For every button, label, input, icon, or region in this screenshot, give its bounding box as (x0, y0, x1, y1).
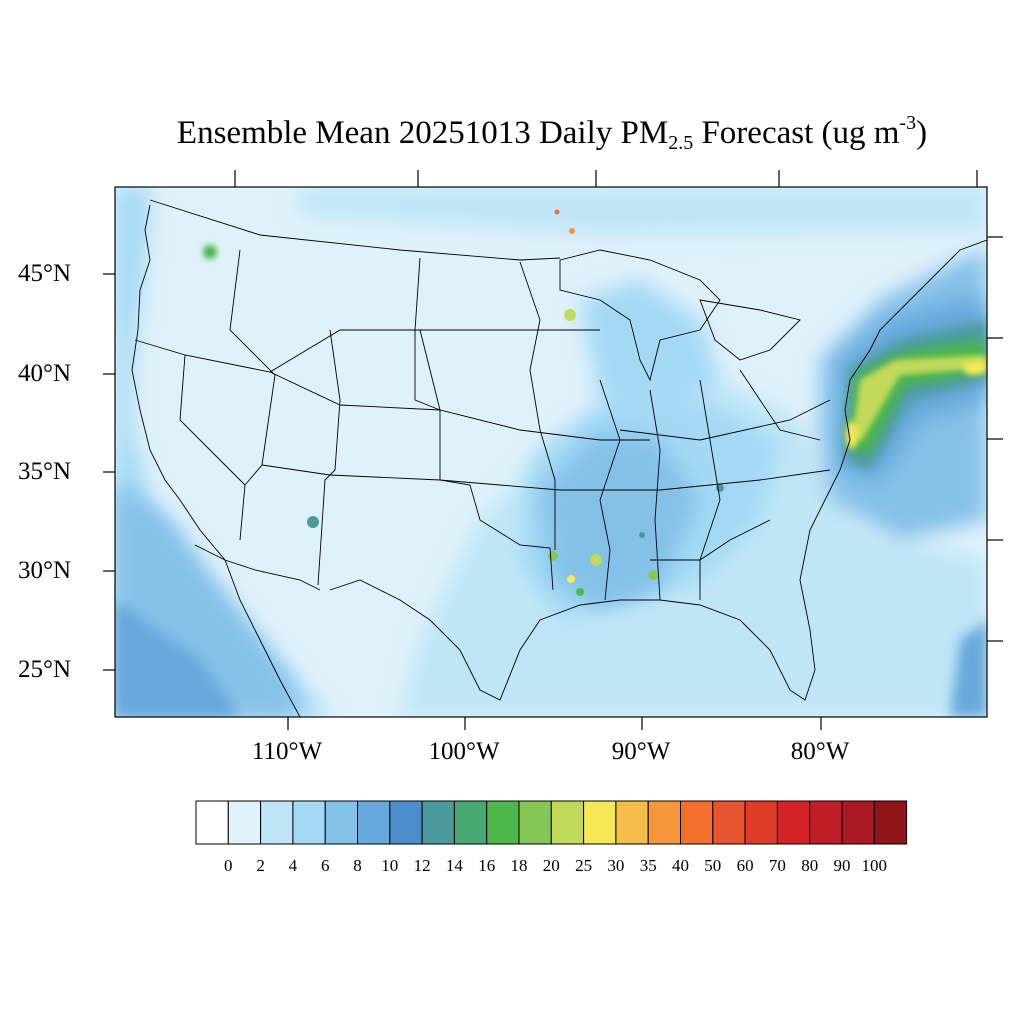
lon-label-100w: 100°W (428, 738, 500, 765)
colorbar-swatch (195, 800, 229, 845)
colorbar-swatch (518, 800, 552, 845)
colorbar-swatch (873, 800, 908, 845)
colorbar-level-label: 12 (413, 856, 431, 875)
colorbar-swatch (550, 800, 585, 845)
colorbar-swatch (744, 800, 778, 845)
map-frame (114, 186, 988, 718)
lat-label-35: 35°N (18, 458, 72, 485)
colorbar-swatch (841, 800, 875, 845)
colorbar-swatch (389, 800, 423, 845)
colorbar-level-label: 90 (833, 856, 851, 875)
lat-label-40: 40°N (18, 360, 72, 387)
colorbar-level-label: 8 (353, 856, 362, 875)
colorbar-level-label: 6 (320, 856, 330, 875)
colorbar-level-label: 20 (542, 856, 560, 875)
colorbar-swatch (809, 800, 843, 845)
axis-ticks (103, 170, 1003, 730)
colorbar-swatch (680, 800, 714, 845)
colorbar-level-label: 70 (768, 856, 786, 875)
lat-label-30: 30°N (18, 557, 72, 584)
colorbar-level-label: 100 (861, 856, 888, 875)
colorbar-swatch (453, 800, 488, 845)
lat-label-45: 45°N (18, 260, 72, 287)
colorbar-swatch (776, 800, 811, 845)
colorbar-swatch (421, 800, 455, 845)
colorbar-level-label: 2 (256, 856, 265, 875)
colorbar-swatch (647, 800, 682, 845)
colorbar-swatch (357, 800, 391, 845)
lat-label-25: 25°N (18, 656, 72, 683)
lon-label-90w: 90°W (611, 738, 671, 765)
lon-label-80w: 80°W (790, 738, 850, 765)
colorbar-level-label: 14 (445, 856, 463, 875)
colorbar-level-label: 16 (478, 856, 496, 875)
colorbar-swatch (260, 800, 294, 845)
colorbar-level-label: 35 (639, 856, 657, 875)
colorbar-swatch (615, 800, 649, 845)
colorbar-swatch (486, 800, 520, 845)
concentration-field (115, 187, 987, 717)
colorbar-swatch (583, 800, 617, 845)
coastlines (131, 199, 987, 717)
colorbar-level-label: 30 (607, 856, 625, 875)
colorbar-level-label: 18 (510, 856, 528, 875)
colorbar-level-label: 4 (288, 856, 298, 875)
colorbar-swatch (324, 800, 359, 845)
colorbar-level-label: 40 (672, 856, 689, 875)
colorbar-level-label: 50 (704, 856, 722, 875)
colorbar-swatch (712, 800, 746, 845)
colorbar-swatch (227, 800, 262, 845)
colorbar (195, 800, 908, 845)
colorbar-swatch (292, 800, 326, 845)
map-title: Ensemble Mean 20251013 Daily PM2.5 Forec… (176, 112, 928, 154)
colorbar-level-label: 80 (801, 856, 819, 875)
colorbar-level-label: 25 (575, 856, 593, 875)
colorbar-level-label: 60 (736, 856, 754, 875)
colorbar-level-label: 0 (224, 856, 233, 875)
colorbar-level-label: 10 (381, 856, 399, 875)
lon-label-110w: 110°W (251, 738, 323, 765)
